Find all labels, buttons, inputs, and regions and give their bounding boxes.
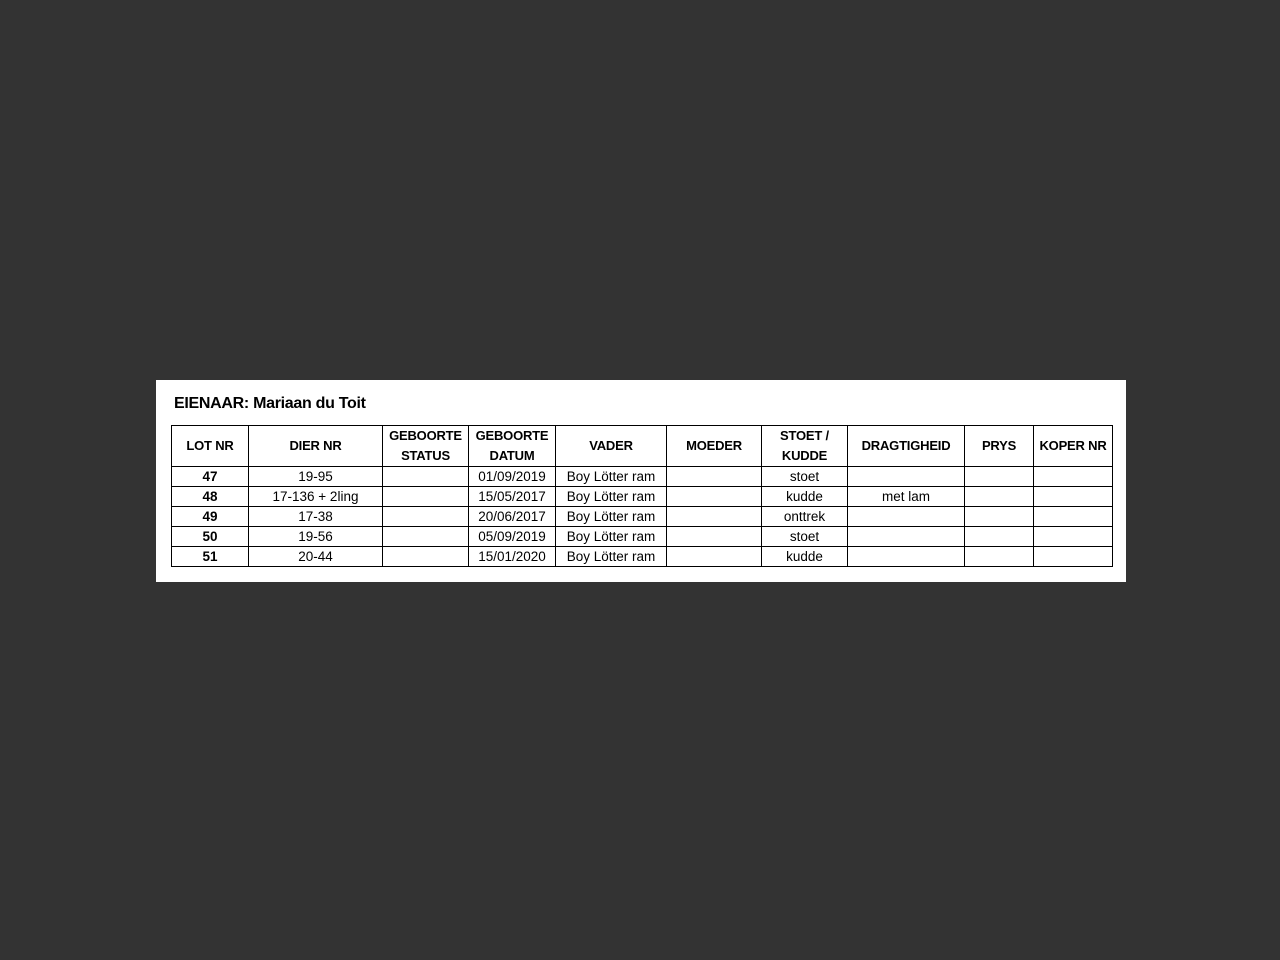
cell-stoet-kudde: onttrek — [761, 506, 848, 527]
cell-prys — [964, 506, 1034, 527]
cell-geboorte-datum: 05/09/2019 — [468, 526, 556, 547]
cell-stoet-kudde: stoet — [761, 526, 848, 547]
table-row: 47 19-95 01/09/2019 Boy Lötter ram stoet — [171, 466, 1113, 487]
header-row: LOT NR DIER NR GEBOORTE STATUS GEBOORTE DAT… — [171, 425, 1113, 467]
cell-moeder — [666, 486, 762, 507]
owner-title: EIENAAR: Mariaan du Toit — [174, 395, 366, 412]
cell-lot-nr: 47 — [171, 466, 249, 487]
column-header-lot-nr: LOT NR — [171, 425, 249, 467]
cell-geboorte-status — [382, 526, 469, 547]
cell-geboorte-status — [382, 506, 469, 527]
cell-lot-nr: 50 — [171, 526, 249, 547]
cell-dier-nr: 19-56 — [248, 526, 383, 547]
table-row: 49 17-38 20/06/2017 Boy Lötter ram onttrek — [171, 506, 1113, 527]
column-header-koper-nr: KOPER NR — [1033, 425, 1113, 467]
table-row: 51 20-44 15/01/2020 Boy Lötter ram kudde — [171, 546, 1113, 567]
cell-dier-nr: 17-38 — [248, 506, 383, 527]
cell-prys — [964, 466, 1034, 487]
cell-geboorte-status — [382, 546, 469, 567]
column-header-dier-nr: DIER NR — [248, 425, 383, 467]
table-row: 48 17-136 + 2ling 15/05/2017 Boy Lötter ram… — [171, 486, 1113, 507]
cell-dier-nr: 19-95 — [248, 466, 383, 487]
cell-dragtigheid — [847, 506, 965, 527]
document-page: EIENAAR: Mariaan du Toit LOT NR DIER NR GE… — [156, 380, 1126, 582]
cell-lot-nr: 51 — [171, 546, 249, 567]
cell-moeder — [666, 526, 762, 547]
cell-vader: Boy Lötter ram — [555, 486, 667, 507]
cell-geboorte-datum: 20/06/2017 — [468, 506, 556, 527]
column-header-dragtigheid: DRAGTIGHEID — [847, 425, 965, 467]
cell-vader: Boy Lötter ram — [555, 546, 667, 567]
cell-geboorte-datum: 15/05/2017 — [468, 486, 556, 507]
cell-prys — [964, 546, 1034, 567]
column-header-vader: VADER — [555, 425, 667, 467]
table-row: 50 19-56 05/09/2019 Boy Lötter ram stoet — [171, 526, 1113, 547]
cell-lot-nr: 48 — [171, 486, 249, 507]
cell-koper-nr — [1033, 546, 1113, 567]
column-header-stoet-kudde: STOET / KUDDE — [761, 425, 848, 467]
cell-moeder — [666, 466, 762, 487]
cell-koper-nr — [1033, 486, 1113, 507]
column-header-moeder: MOEDER — [666, 425, 762, 467]
lot-table: LOT NR DIER NR GEBOORTE STATUS GEBOORTE DAT… — [171, 425, 1113, 567]
cell-koper-nr — [1033, 466, 1113, 487]
cell-geboorte-status — [382, 486, 469, 507]
cell-lot-nr: 49 — [171, 506, 249, 527]
cell-geboorte-datum: 01/09/2019 — [468, 466, 556, 487]
cell-vader: Boy Lötter ram — [555, 526, 667, 547]
cell-vader: Boy Lötter ram — [555, 466, 667, 487]
cell-stoet-kudde: stoet — [761, 466, 848, 487]
cell-koper-nr — [1033, 506, 1113, 527]
cell-stoet-kudde: kudde — [761, 546, 848, 567]
cell-vader: Boy Lötter ram — [555, 506, 667, 527]
cell-dier-nr: 20-44 — [248, 546, 383, 567]
cell-prys — [964, 486, 1034, 507]
cell-moeder — [666, 506, 762, 527]
cell-koper-nr — [1033, 526, 1113, 547]
cell-geboorte-datum: 15/01/2020 — [468, 546, 556, 567]
cell-dragtigheid — [847, 526, 965, 547]
cell-prys — [964, 526, 1034, 547]
cell-geboorte-status — [382, 466, 469, 487]
cell-dragtigheid — [847, 466, 965, 487]
column-header-geboorte-status: GEBOORTE STATUS — [382, 425, 469, 467]
cell-moeder — [666, 546, 762, 567]
cell-dier-nr: 17-136 + 2ling — [248, 486, 383, 507]
cell-dragtigheid — [847, 546, 965, 567]
cell-stoet-kudde: kudde — [761, 486, 848, 507]
column-header-geboorte-datum: GEBOORTE DATUM — [468, 425, 556, 467]
column-header-prys: PRYS — [964, 425, 1034, 467]
cell-dragtigheid: met lam — [847, 486, 965, 507]
